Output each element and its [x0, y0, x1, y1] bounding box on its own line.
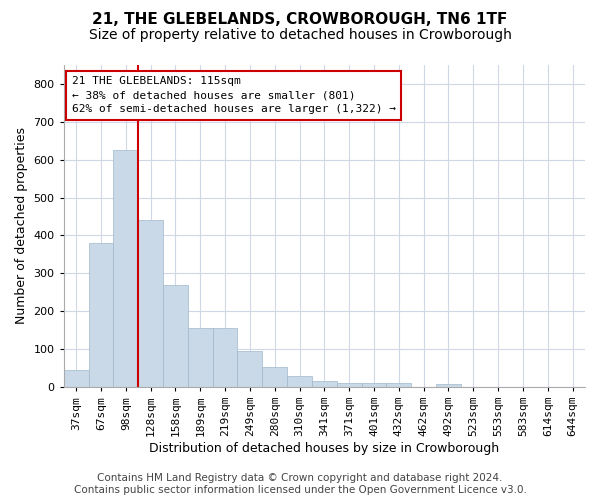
Bar — [362, 383, 386, 387]
Bar — [113, 150, 138, 387]
Bar — [238, 351, 262, 387]
Y-axis label: Number of detached properties: Number of detached properties — [15, 128, 28, 324]
Text: 21, THE GLEBELANDS, CROWBOROUGH, TN6 1TF: 21, THE GLEBELANDS, CROWBOROUGH, TN6 1TF — [92, 12, 508, 28]
Text: 21 THE GLEBELANDS: 115sqm
← 38% of detached houses are smaller (801)
62% of semi: 21 THE GLEBELANDS: 115sqm ← 38% of detac… — [71, 76, 395, 114]
Bar — [287, 376, 312, 387]
Bar — [386, 383, 411, 387]
Bar — [64, 370, 89, 387]
Bar — [138, 220, 163, 387]
Bar — [337, 383, 362, 387]
Bar — [89, 243, 113, 387]
Bar — [262, 367, 287, 387]
Text: Size of property relative to detached houses in Crowborough: Size of property relative to detached ho… — [89, 28, 511, 42]
Bar — [212, 328, 238, 387]
Bar — [312, 381, 337, 387]
Bar — [436, 384, 461, 387]
X-axis label: Distribution of detached houses by size in Crowborough: Distribution of detached houses by size … — [149, 442, 499, 455]
Bar — [188, 328, 212, 387]
Bar — [163, 284, 188, 387]
Text: Contains HM Land Registry data © Crown copyright and database right 2024.
Contai: Contains HM Land Registry data © Crown c… — [74, 474, 526, 495]
